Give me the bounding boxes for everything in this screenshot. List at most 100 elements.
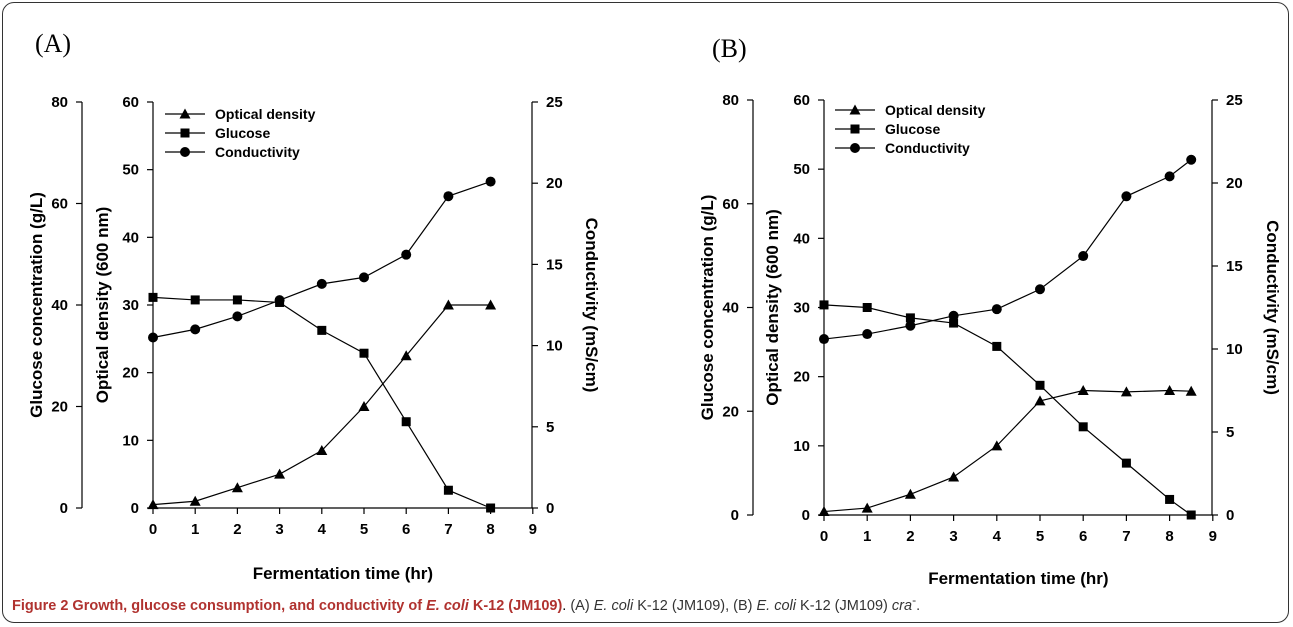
data-point-triangle <box>1120 386 1132 397</box>
panel-label: (B) <box>712 34 747 63</box>
data-point-square <box>862 303 872 312</box>
data-point-triangle <box>1185 385 1197 396</box>
optical-density-tick-label: 30 <box>793 300 810 317</box>
optical-density-tick-label: 60 <box>793 92 810 109</box>
x-tick-label: 1 <box>191 521 199 538</box>
data-point-square <box>443 485 453 495</box>
optical-density-tick-label: 40 <box>122 229 139 246</box>
conductivity-tick-label: 0 <box>546 500 554 517</box>
data-point-square <box>1035 380 1045 390</box>
data-point-circle <box>1186 154 1197 165</box>
data-point-triangle <box>861 502 873 513</box>
data-point-circle <box>862 329 873 340</box>
series-line-triangle <box>152 304 491 506</box>
glucose-tick-label: 60 <box>51 196 68 213</box>
glucose-tick-label: 20 <box>51 399 68 416</box>
optical-density-tick-label: 0 <box>802 507 810 524</box>
x-tick-label: 6 <box>402 521 410 538</box>
legend-marker-circle <box>850 143 860 153</box>
conductivity-tick-label: 10 <box>546 338 563 355</box>
data-point-triangle <box>1077 385 1089 395</box>
legend-label: Glucose <box>885 121 940 137</box>
data-point-square <box>190 295 200 305</box>
x-tick-label: 8 <box>486 521 494 538</box>
data-point-square <box>148 292 158 302</box>
data-point-square <box>1121 458 1131 468</box>
x-tick-label: 8 <box>1165 528 1173 545</box>
legend-label: Glucose <box>215 125 270 141</box>
data-point-circle <box>991 304 1002 315</box>
data-point-triangle <box>948 471 960 482</box>
conductivity-tick-label: 25 <box>1226 92 1243 109</box>
data-point-triangle <box>991 440 1003 451</box>
data-point-square <box>819 300 829 310</box>
conductivity-axis-title: Conductivity (mS/cm) <box>582 218 601 393</box>
caption-title: Figure 2 Growth, glucose consumption, an… <box>12 597 563 614</box>
data-point-triangle <box>400 350 412 361</box>
conductivity-tick-label: 10 <box>1226 341 1243 358</box>
x-tick-label: 5 <box>360 521 368 538</box>
optical-density-tick-label: 50 <box>122 162 139 179</box>
data-point-triangle <box>818 506 830 517</box>
x-tick-label: 5 <box>1036 528 1044 545</box>
conductivity-tick-label: 20 <box>546 175 563 192</box>
data-point-triangle <box>274 468 286 479</box>
optical-density-tick-label: 50 <box>793 161 810 178</box>
optical-density-tick-label: 30 <box>122 297 139 314</box>
data-point-triangle <box>442 299 454 310</box>
x-tick-label: 2 <box>906 528 914 545</box>
data-point-square <box>992 341 1002 351</box>
x-tick-label: 7 <box>444 521 452 538</box>
data-point-circle <box>905 320 916 331</box>
data-point-square <box>1078 422 1088 432</box>
data-point-circle <box>274 295 285 306</box>
data-point-circle <box>190 324 201 335</box>
glucose-axis-title: Glucose concentration (g/L) <box>698 195 717 421</box>
legend-marker-square <box>180 128 190 138</box>
conductivity-tick-label: 20 <box>1226 175 1243 192</box>
x-tick-label: 3 <box>275 521 283 538</box>
glucose-tick-label: 0 <box>731 507 739 524</box>
optical-density-tick-label: 0 <box>131 500 139 517</box>
optical-density-tick-label: 10 <box>793 438 810 455</box>
optical-density-tick-label: 20 <box>122 365 139 382</box>
data-point-circle <box>1164 171 1175 182</box>
data-point-triangle <box>231 482 243 493</box>
legend-marker-square <box>850 124 860 134</box>
glucose-tick-label: 80 <box>51 94 68 111</box>
caption-subtitle: (A) E. coli K-12 (JM109), (B) E. coli K-… <box>566 593 921 614</box>
glucose-tick-label: 60 <box>722 196 739 213</box>
legend: Optical density Glucose Conductivity <box>835 102 986 156</box>
x-tick-label: 4 <box>318 521 327 538</box>
data-point-square <box>949 318 959 328</box>
data-point-triangle <box>316 444 328 455</box>
legend-label: Optical density <box>885 102 986 118</box>
conductivity-tick-label: 15 <box>546 256 563 273</box>
legend-marker-circle <box>180 147 190 157</box>
series-line-circle <box>823 159 1192 340</box>
conductivity-tick-label: 15 <box>1226 258 1243 275</box>
data-point-square <box>905 313 915 323</box>
data-point-square <box>317 325 327 335</box>
data-point-square <box>1165 494 1175 504</box>
data-point-square <box>401 417 411 427</box>
optical-density-axis-title: Optical density (600 nm) <box>763 209 782 406</box>
x-tick-label: 1 <box>863 528 871 545</box>
data-point-triangle <box>189 495 201 506</box>
x-tick-label: 6 <box>1079 528 1087 545</box>
glucose-tick-label: 20 <box>722 403 739 420</box>
data-point-square <box>486 503 496 513</box>
x-tick-label: 2 <box>233 521 241 538</box>
conductivity-tick-label: 5 <box>546 419 554 436</box>
data-point-triangle <box>1164 385 1176 395</box>
optical-density-tick-label: 20 <box>793 369 810 386</box>
x-tick-label: 7 <box>1122 528 1130 545</box>
series-line-square <box>823 304 1192 516</box>
data-point-circle <box>1121 191 1132 202</box>
legend-marker-triangle <box>849 104 861 115</box>
series-line-triangle <box>823 389 1192 513</box>
data-point-square <box>232 295 242 305</box>
data-point-triangle <box>485 299 497 310</box>
legend-marker-triangle <box>179 108 191 119</box>
